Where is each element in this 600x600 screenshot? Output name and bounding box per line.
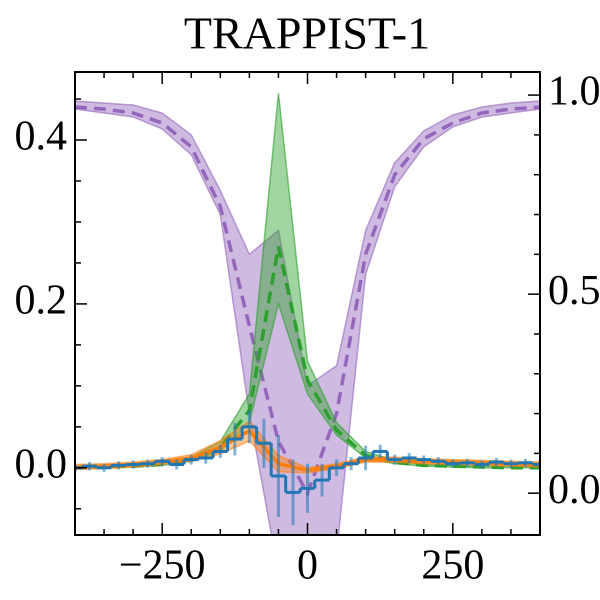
plot-area [75, 93, 540, 535]
x-tick-label: 0 [297, 543, 318, 589]
chart-title: TRAPPIST-1 [184, 8, 430, 59]
x-tick-label: 250 [421, 543, 484, 589]
y2-tick-label: 0.0 [548, 467, 600, 513]
y2-tick-label: 0.5 [548, 268, 600, 314]
y2-tick-label: 1.0 [548, 69, 600, 115]
confidence-band [75, 100, 540, 535]
x-tick-label: −250 [119, 543, 206, 589]
axes: −250 0 250 0.4 0.2 0.0 1.0 0.5 0.0 [15, 69, 600, 589]
y-tick-label: 0.4 [15, 114, 68, 160]
confidence-band [75, 93, 540, 469]
y-tick-label: 0.0 [15, 441, 68, 487]
y-tick-label: 0.2 [15, 278, 68, 324]
